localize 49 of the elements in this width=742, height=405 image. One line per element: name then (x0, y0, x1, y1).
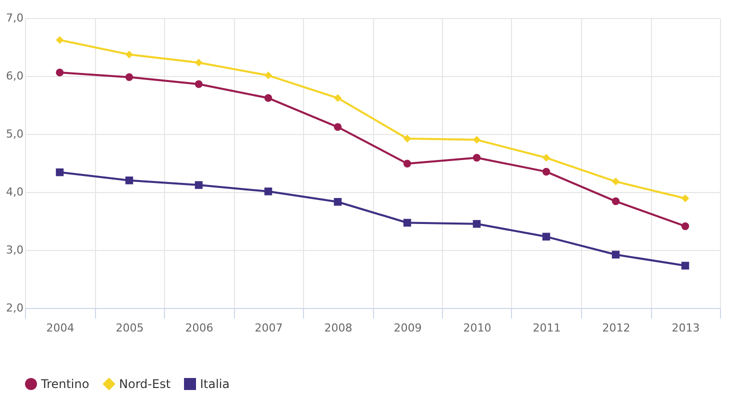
point (264, 94, 272, 102)
point (264, 72, 272, 80)
point (542, 154, 550, 162)
y-tick-label: 6,0 (6, 70, 24, 82)
point (125, 50, 134, 58)
x-tick-label: 2010 (463, 322, 492, 334)
x-tick-label: 2004 (46, 322, 74, 334)
x-tick-label: 2006 (185, 322, 214, 334)
point (681, 222, 690, 230)
point (542, 168, 550, 176)
point (125, 176, 134, 184)
point (334, 198, 342, 206)
point (56, 68, 64, 76)
y-tick-label: 3,0 (6, 244, 24, 256)
point (334, 94, 342, 102)
point (472, 220, 481, 228)
x-tick-label: 2007 (254, 322, 283, 334)
x-tick-label: 2012 (602, 322, 630, 334)
y-tick-label: 5,0 (6, 128, 24, 140)
point (264, 188, 272, 196)
point (472, 154, 481, 162)
point (194, 58, 203, 67)
point (403, 160, 412, 168)
point (472, 136, 481, 144)
x-tick-label: 2011 (532, 322, 561, 334)
point (681, 194, 690, 202)
point (194, 181, 203, 189)
x-tick-label: 2005 (116, 322, 144, 334)
point (542, 232, 550, 241)
point (403, 218, 412, 227)
point (403, 134, 412, 143)
legend-label: Nord-Est (119, 377, 171, 391)
point (56, 36, 64, 44)
point (125, 73, 134, 82)
y-tick-label: 7,0 (6, 12, 24, 24)
point (56, 168, 64, 176)
legend-label: Trentino (40, 377, 90, 391)
point (681, 262, 690, 270)
point (612, 178, 620, 186)
y-tick-label: 4,0 (6, 186, 24, 198)
y-tick-label: 2,0 (6, 302, 24, 314)
x-tick-label: 2009 (394, 322, 422, 334)
legend-label: Italia (200, 377, 230, 391)
point (612, 197, 620, 206)
x-tick-label: 2008 (324, 322, 352, 334)
x-tick-label: 2013 (672, 322, 700, 334)
point (194, 80, 203, 88)
point (612, 250, 620, 259)
point (334, 123, 342, 131)
